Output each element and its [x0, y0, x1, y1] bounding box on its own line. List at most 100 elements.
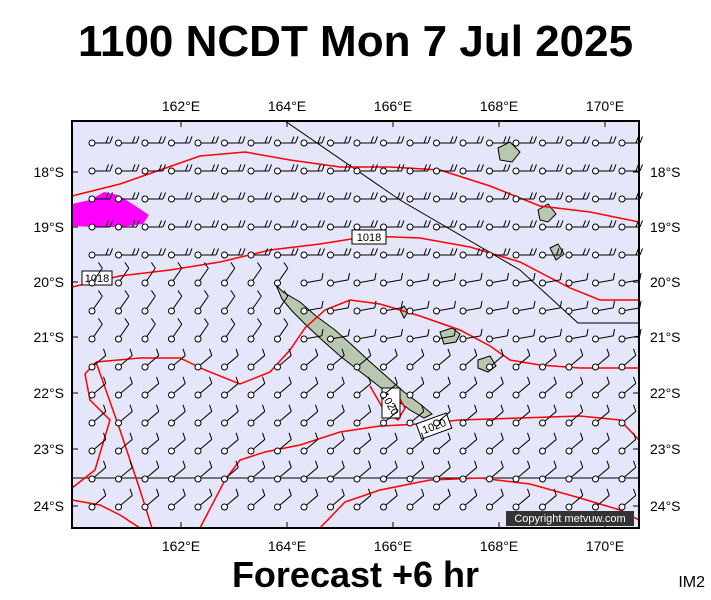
wind-barb-icon: [327, 136, 352, 147]
wind-barb-icon: [115, 248, 140, 259]
wind-barb-icon: [433, 432, 451, 455]
wind-barb-icon: [353, 300, 377, 315]
wind-barb-icon: [88, 192, 113, 203]
wind-barb-icon: [115, 136, 140, 147]
wind-barb-icon: [539, 376, 557, 399]
wind-barb-icon: [565, 272, 589, 287]
wind-barb-icon: [380, 248, 405, 259]
wind-barb-icon: [486, 248, 511, 259]
lat-label-right: 20°S: [650, 274, 681, 290]
wind-barb-icon: [512, 272, 536, 287]
wind-barb-icon: [168, 248, 193, 259]
wind-barb-icon: [592, 300, 616, 315]
wind-barb-icon: [618, 488, 637, 511]
wind-barb-icon: [486, 136, 511, 147]
wind-barb-icon: [221, 164, 246, 175]
wind-barb-icon: [115, 290, 130, 315]
wind-barb-icon: [300, 328, 324, 343]
wind-barb-icon: [618, 432, 637, 455]
wind-barb-icon: [327, 220, 352, 231]
wind-barb-icon: [300, 404, 319, 427]
wind-barb-icon: [88, 248, 113, 259]
wind-barb-icon: [274, 136, 299, 147]
wind-barb-icon: [512, 192, 537, 203]
wind-barb-icon: [353, 404, 372, 427]
wind-barb-icon: [115, 348, 133, 371]
wind-barb-icon: [486, 192, 511, 203]
wind-barb-icon: [327, 488, 345, 511]
wind-barb-icon: [353, 192, 378, 203]
lat-label-left: 23°S: [33, 441, 64, 457]
wind-barb-icon: [433, 272, 457, 287]
wind-barb-icon: [592, 376, 610, 399]
lon-label-bottom: 162°E: [162, 538, 200, 554]
lon-label-top: 162°E: [162, 98, 200, 114]
wind-barb-icon: [565, 248, 590, 259]
wind-barb-icon: [247, 318, 262, 343]
wind-barb-icon: [168, 192, 193, 203]
wind-barb-icon: [194, 290, 209, 315]
wind-barb-icon: [539, 272, 563, 287]
wind-barb-icon: [88, 460, 107, 483]
wind-barb-icon: [353, 432, 372, 455]
wind-barb-icon: [300, 460, 319, 483]
wind-barb-icon: [512, 488, 531, 511]
wind-barb-icon: [459, 300, 483, 315]
wind-barb-icon: [353, 376, 372, 399]
wind-barb-icon: [565, 136, 590, 147]
wind-barb-icon: [353, 488, 372, 511]
wind-barbs: [88, 136, 643, 511]
wind-barb-icon: [194, 262, 209, 287]
wind-barb-icon: [512, 136, 537, 147]
wind-barb-icon: [433, 192, 458, 203]
wind-barb-icon: [221, 460, 239, 483]
wind-barb-icon: [539, 300, 563, 315]
wind-barb-icon: [327, 328, 351, 343]
wind-barb-icon: [300, 376, 319, 399]
wind-barb-icon: [486, 432, 504, 455]
wind-barb-icon: [592, 488, 610, 511]
wind-barb-icon: [247, 164, 272, 175]
wind-barb-icon: [327, 272, 351, 287]
wind-barb-icon: [512, 376, 531, 399]
wind-barb-icon: [88, 348, 107, 371]
wind-barb-icon: [433, 488, 451, 511]
wind-barb-icon: [168, 460, 186, 483]
wind-barb-icon: [539, 192, 564, 203]
wind-barb-icon: [459, 220, 484, 231]
wind-barb-icon: [459, 432, 478, 455]
wind-barb-icon: [565, 404, 584, 427]
wind-barb-icon: [459, 192, 484, 203]
lon-label-top: 170°E: [586, 98, 624, 114]
wind-barb-icon: [194, 220, 219, 231]
wind-barb-icon: [221, 348, 239, 371]
wind-barb-icon: [194, 318, 209, 343]
wind-barb-icon: [247, 432, 266, 455]
wind-barb-icon: [88, 262, 103, 287]
wind-barb-icon: [194, 192, 219, 203]
wind-barb-icon: [380, 164, 405, 175]
wind-barb-icon: [459, 376, 478, 399]
wind-barb-icon: [486, 272, 510, 287]
wind-barb-icon: [433, 220, 458, 231]
wind-barb-icon: [141, 404, 160, 427]
wind-barb-icon: [141, 348, 160, 371]
wind-barb-icon: [274, 348, 292, 371]
wind-barb-icon: [247, 248, 272, 259]
wind-barb-icon: [380, 192, 405, 203]
wind-barb-icon: [406, 272, 430, 287]
lon-label-bottom: 168°E: [480, 538, 518, 554]
wind-barb-icon: [88, 290, 103, 315]
wind-barb-icon: [194, 404, 213, 427]
wind-barb-icon: [194, 348, 213, 371]
wind-barb-icon: [486, 328, 510, 343]
wind-barb-icon: [380, 328, 404, 343]
wind-barb-icon: [221, 404, 239, 427]
wind-barb-icon: [194, 136, 219, 147]
wind-barb-icon: [406, 488, 425, 511]
wind-barb-icon: [141, 318, 156, 343]
wind-barb-icon: [274, 432, 292, 455]
wind-barb-icon: [512, 348, 531, 371]
wind-barb-icon: [592, 460, 610, 483]
copyright-badge: Copyright metvuw.com: [506, 511, 634, 526]
